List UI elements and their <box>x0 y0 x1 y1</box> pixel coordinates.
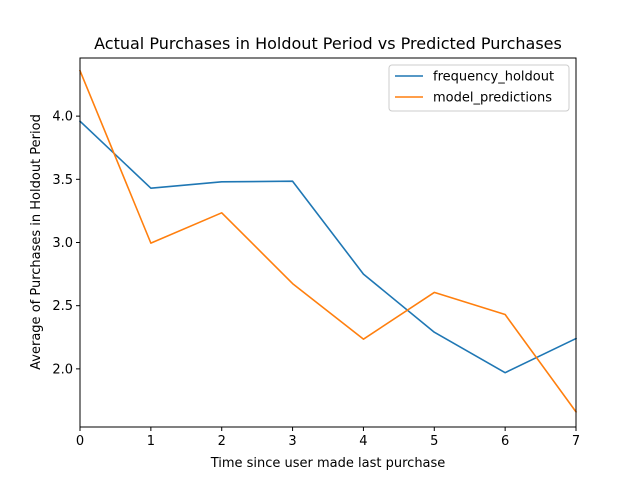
x-tick-label: 2 <box>218 434 226 449</box>
x-axis-label: Time since user made last purchase <box>210 456 446 471</box>
legend-label-model-predictions: model_predictions <box>433 91 552 106</box>
legend: frequency_holdout model_predictions <box>388 64 570 112</box>
legend-label-frequency-holdout: frequency_holdout <box>433 70 554 85</box>
x-tick-label: 7 <box>572 434 580 449</box>
x-tick-label: 4 <box>359 434 367 449</box>
chart-title: Actual Purchases in Holdout Period vs Pr… <box>94 34 562 53</box>
y-axis-label: Average of Purchases in Holdout Period <box>29 114 44 370</box>
x-tick-label: 6 <box>501 434 509 449</box>
y-axis: 2.0 2.5 3.0 3.5 4.0 <box>52 110 80 377</box>
series-group <box>78 69 578 413</box>
legend-box <box>388 64 570 112</box>
x-tick-label: 3 <box>288 434 296 449</box>
y-tick-label: 3.5 <box>52 173 73 188</box>
x-tick-label: 1 <box>147 434 155 449</box>
y-tick-label: 2.0 <box>52 362 73 377</box>
y-tick-label: 4.0 <box>52 110 73 125</box>
x-tick-label: 0 <box>76 434 84 449</box>
series-line-model-predictions <box>78 69 578 413</box>
x-tick-label: 5 <box>430 434 438 449</box>
x-axis: 0 1 2 3 4 5 6 7 <box>76 427 580 449</box>
y-tick-label: 2.5 <box>52 299 73 314</box>
series-line-frequency-holdout <box>78 120 578 374</box>
y-tick-label: 3.0 <box>52 236 73 251</box>
